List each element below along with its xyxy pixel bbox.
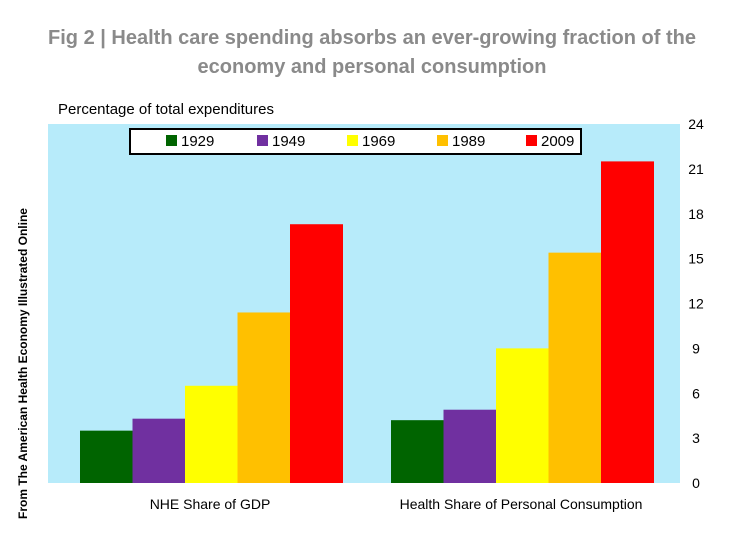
- legend-label-1969: 1969: [362, 133, 395, 150]
- bar-1989-gdp: [237, 312, 291, 483]
- y-tick-label: 0: [692, 475, 700, 491]
- y-tick-label: 12: [688, 296, 704, 312]
- legend-label-1989: 1989: [452, 133, 485, 150]
- bar-1949-gdp: [132, 418, 186, 483]
- bar-1929-consumption: [391, 420, 444, 483]
- bar-1929-gdp: [80, 430, 133, 483]
- y-tick-label: 21: [688, 161, 704, 177]
- chart-title: Fig 2 | Health care spending absorbs an …: [48, 27, 696, 78]
- x-category-label: NHE Share of GDP: [150, 496, 271, 512]
- source-note: From The American Health Economy Illustr…: [16, 208, 30, 519]
- bar-2009-gdp: [290, 224, 343, 484]
- legend-label-2009: 2009: [541, 133, 574, 150]
- bar-1969-gdp: [185, 385, 238, 483]
- legend-swatch-1969: [347, 135, 358, 146]
- y-tick-label: 6: [692, 385, 700, 401]
- legend: 1929 1949 1969 1989 2009: [129, 128, 582, 155]
- y-tick-label: 24: [688, 116, 704, 132]
- x-category-label: Health Share of Personal Consumption: [400, 496, 643, 512]
- y-axis-label: Percentage of total expenditures: [58, 101, 274, 118]
- y-axis: 0 3 6 9 12 15 18 21 24: [688, 116, 704, 491]
- bars-group: [80, 161, 654, 484]
- bar-1949-consumption: [443, 409, 497, 483]
- legend-swatch-2009: [526, 135, 537, 146]
- legend-label-1929: 1929: [181, 133, 214, 150]
- y-tick-label: 15: [688, 251, 704, 267]
- y-tick-label: 18: [688, 206, 704, 222]
- legend-swatch-1989: [437, 135, 448, 146]
- legend-swatch-1949: [257, 135, 268, 146]
- y-tick-label: 3: [692, 430, 700, 446]
- bar-1969-consumption: [496, 348, 549, 483]
- bar-1989-consumption: [548, 252, 602, 483]
- y-tick-label: 9: [692, 340, 700, 356]
- legend-label-1949: 1949: [272, 133, 305, 150]
- legend-swatch-1929: [166, 135, 177, 146]
- x-axis: NHE Share of GDP Health Share of Personal…: [150, 496, 643, 512]
- bar-2009-consumption: [601, 161, 654, 484]
